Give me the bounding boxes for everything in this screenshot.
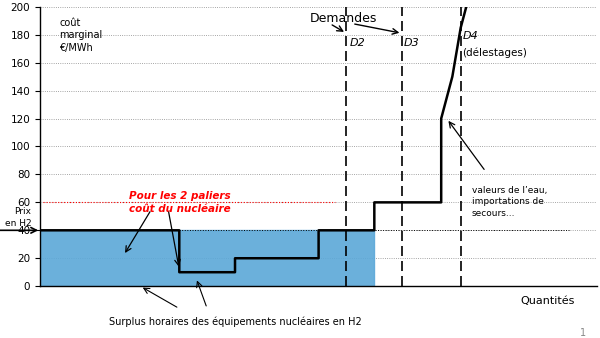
Text: valeurs de l’eau,
importations de
secours...: valeurs de l’eau, importations de secour… <box>472 186 547 218</box>
Text: D4: D4 <box>463 30 478 41</box>
Text: D2: D2 <box>349 38 365 48</box>
Text: Prix
en H2: Prix en H2 <box>5 208 32 227</box>
Text: (délestages): (délestages) <box>463 47 527 58</box>
Text: Demandes: Demandes <box>310 13 377 25</box>
Text: coût
marginal
€/MWh: coût marginal €/MWh <box>59 18 103 53</box>
Text: 1: 1 <box>580 328 586 338</box>
Text: Surplus horaires des équipements nucléaires en H2: Surplus horaires des équipements nucléai… <box>109 317 361 328</box>
Text: D3: D3 <box>404 38 419 48</box>
Text: Quantités: Quantités <box>521 296 575 306</box>
Text: Pour les 2 paliers
coût du nucléaire: Pour les 2 paliers coût du nucléaire <box>129 191 231 214</box>
